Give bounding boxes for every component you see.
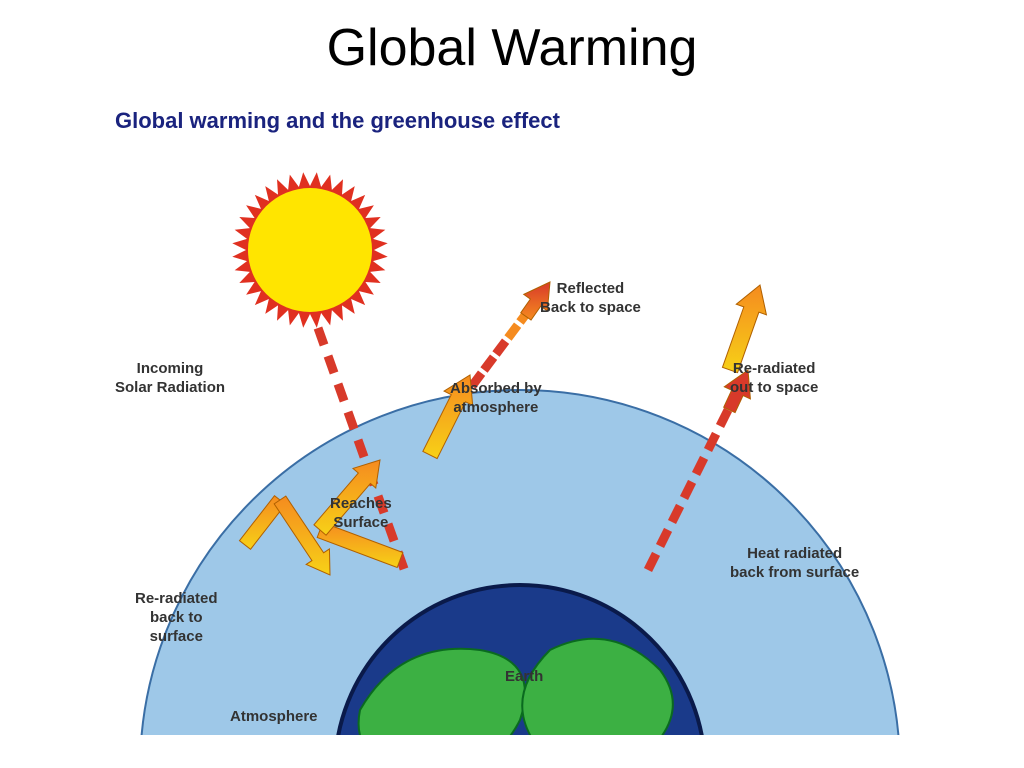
label-reradiated-surface: Re-radiatedback tosurface: [135, 590, 218, 646]
page-title: Global Warming: [0, 18, 1024, 78]
label-earth: Earth: [505, 668, 543, 687]
label-absorbed: Absorbed byatmosphere: [450, 380, 542, 418]
label-atmosphere: Atmosphere: [230, 708, 318, 727]
diagram-svg: [80, 150, 940, 750]
greenhouse-diagram: IncomingSolar Radiation ReflectedBack to…: [80, 150, 940, 750]
label-reflected: ReflectedBack to space: [540, 280, 641, 318]
slide: Global Warming Global warming and the gr…: [0, 0, 1024, 768]
label-reaches: ReachesSurface: [330, 495, 392, 533]
label-incoming: IncomingSolar Radiation: [115, 360, 225, 398]
diagram-subtitle: Global warming and the greenhouse effect: [115, 108, 560, 134]
label-heat-radiated: Heat radiatedback from surface: [730, 545, 859, 583]
label-reradiated-space: Re-radiatedout to space: [730, 360, 818, 398]
